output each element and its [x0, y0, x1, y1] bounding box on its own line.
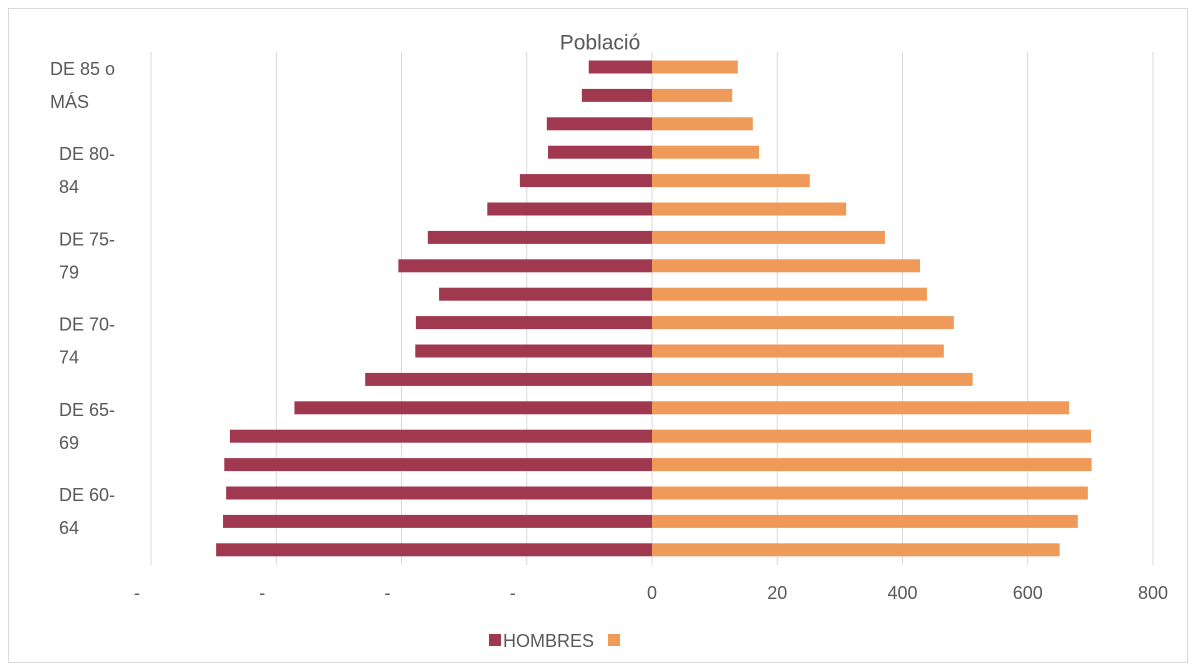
legend-swatch — [608, 634, 621, 646]
bar — [652, 372, 973, 386]
bar — [652, 543, 1060, 557]
y-tick-label: DE 75-79 — [59, 229, 115, 282]
x-tick-label: - — [259, 583, 265, 603]
bar — [427, 230, 652, 244]
bar — [415, 316, 652, 330]
bar — [365, 372, 652, 386]
bar — [548, 145, 652, 159]
bar — [223, 514, 653, 528]
y-tick-label: DE 60-64 — [59, 485, 115, 538]
bar — [652, 117, 753, 131]
bar — [652, 344, 944, 358]
bar — [652, 88, 733, 102]
bar — [652, 202, 847, 216]
bar — [652, 174, 810, 188]
y-tick-label: DE 70-74 — [59, 314, 115, 367]
bar — [652, 401, 1070, 415]
chart-title: Població — [560, 32, 641, 55]
bar — [415, 344, 652, 358]
bar — [652, 429, 1092, 443]
bar — [216, 543, 652, 557]
bar — [294, 401, 652, 415]
plot-area: DE 85 o MÁS DE 80-84 DE 75-79 DE 70-74 DE 65-… — [50, 59, 1092, 557]
bar — [487, 202, 652, 216]
y-tick-label: DE 65-69 — [59, 400, 115, 453]
bar — [652, 316, 954, 330]
bar — [652, 486, 1088, 500]
x-tick-label: 400 — [887, 583, 917, 603]
x-tick-label: 0 — [647, 583, 657, 603]
bar — [398, 259, 652, 273]
bar — [652, 60, 738, 74]
bar — [652, 259, 921, 273]
x-tick-label: - — [385, 583, 391, 603]
bar — [652, 145, 760, 159]
bar — [652, 458, 1092, 472]
legend-swatch — [489, 634, 501, 646]
bar — [652, 287, 927, 301]
x-tick-label: 20 — [767, 583, 787, 603]
bar — [546, 117, 652, 131]
x-tick-label: 600 — [1013, 583, 1043, 603]
y-tick-label: DE 80-84 — [59, 144, 115, 197]
legend-label: HOMBRES — [503, 631, 594, 651]
bar — [519, 174, 652, 188]
chart-border — [8, 8, 1188, 663]
bar — [226, 486, 652, 500]
bar — [224, 458, 653, 472]
bar — [652, 230, 885, 244]
bar — [581, 88, 652, 102]
x-tick-label: - — [134, 583, 140, 603]
bar — [588, 60, 652, 74]
bar — [652, 514, 1078, 528]
x-tick-label: 800 — [1138, 583, 1168, 603]
x-tick-label: - — [510, 583, 516, 603]
y-tick-label: DE 85 o MÁS — [50, 59, 115, 112]
bar — [439, 287, 652, 301]
bar — [229, 429, 652, 443]
